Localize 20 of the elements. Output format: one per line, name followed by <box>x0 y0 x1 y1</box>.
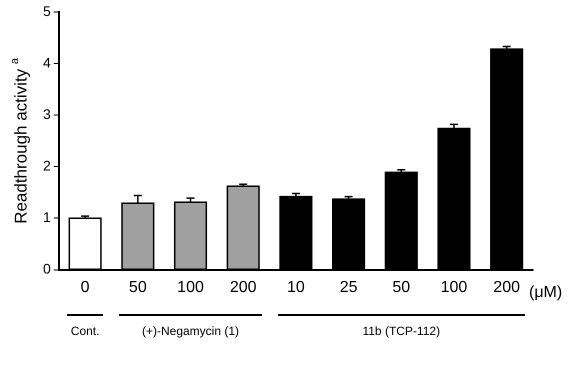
text: (μM) <box>529 284 562 302</box>
x-tick-label: 50 <box>128 278 147 296</box>
x-tick-label: 200 <box>230 278 257 296</box>
y-tick-label: 1 <box>42 209 51 226</box>
y-tick-label: 4 <box>42 54 51 70</box>
y-tick-label: 0 <box>42 260 51 277</box>
text: 11b (TCP-112) <box>362 324 440 338</box>
x-tick-label: 0 <box>80 278 90 296</box>
x-tick-label: 10 <box>286 278 305 296</box>
y-tick-label: 5 <box>42 2 51 19</box>
x-tick-label: 200 <box>493 278 520 296</box>
y-tick-label: 3 <box>42 106 51 122</box>
x-tick-label: 50 <box>392 278 410 296</box>
x-tick-label: 100 <box>177 278 204 296</box>
x-tick-label: 100 <box>440 278 468 296</box>
text: Cont. <box>70 324 100 338</box>
text: (+)-Negamycin (1) <box>142 324 240 338</box>
y-axis-title: Readthrough activity a <box>9 57 31 224</box>
y-tick-label: 2 <box>42 158 51 174</box>
x-tick-label: 25 <box>340 278 358 296</box>
